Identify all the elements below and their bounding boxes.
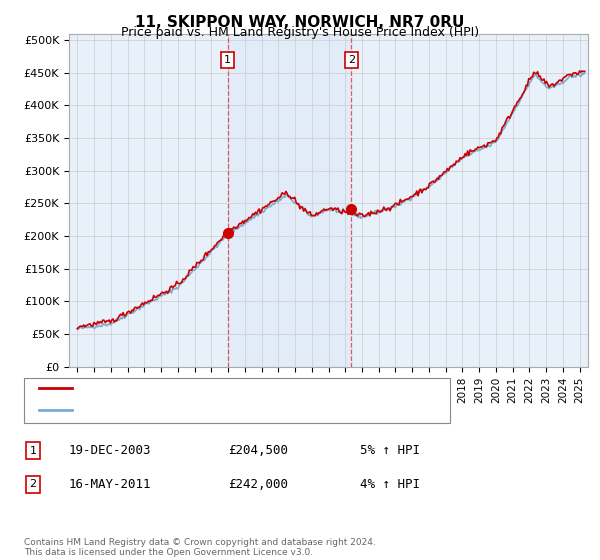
Text: 2: 2 <box>29 479 37 489</box>
Bar <box>227 34 352 367</box>
Text: 1: 1 <box>224 55 231 65</box>
Text: £242,000: £242,000 <box>228 478 288 491</box>
Text: 11, SKIPPON WAY, NORWICH, NR7 0RU (detached house): 11, SKIPPON WAY, NORWICH, NR7 0RU (detac… <box>81 383 398 393</box>
Text: £204,500: £204,500 <box>228 444 288 458</box>
Text: 4% ↑ HPI: 4% ↑ HPI <box>360 478 420 491</box>
Text: HPI: Average price, detached house, Broadland: HPI: Average price, detached house, Broa… <box>81 405 344 416</box>
Text: 16-MAY-2011: 16-MAY-2011 <box>69 478 151 491</box>
Text: 11, SKIPPON WAY, NORWICH, NR7 0RU: 11, SKIPPON WAY, NORWICH, NR7 0RU <box>136 15 464 30</box>
Text: 5% ↑ HPI: 5% ↑ HPI <box>360 444 420 458</box>
Text: Price paid vs. HM Land Registry's House Price Index (HPI): Price paid vs. HM Land Registry's House … <box>121 26 479 39</box>
Text: 19-DEC-2003: 19-DEC-2003 <box>69 444 151 458</box>
Text: 1: 1 <box>29 446 37 456</box>
Text: Contains HM Land Registry data © Crown copyright and database right 2024.
This d: Contains HM Land Registry data © Crown c… <box>24 538 376 557</box>
Text: 2: 2 <box>348 55 355 65</box>
